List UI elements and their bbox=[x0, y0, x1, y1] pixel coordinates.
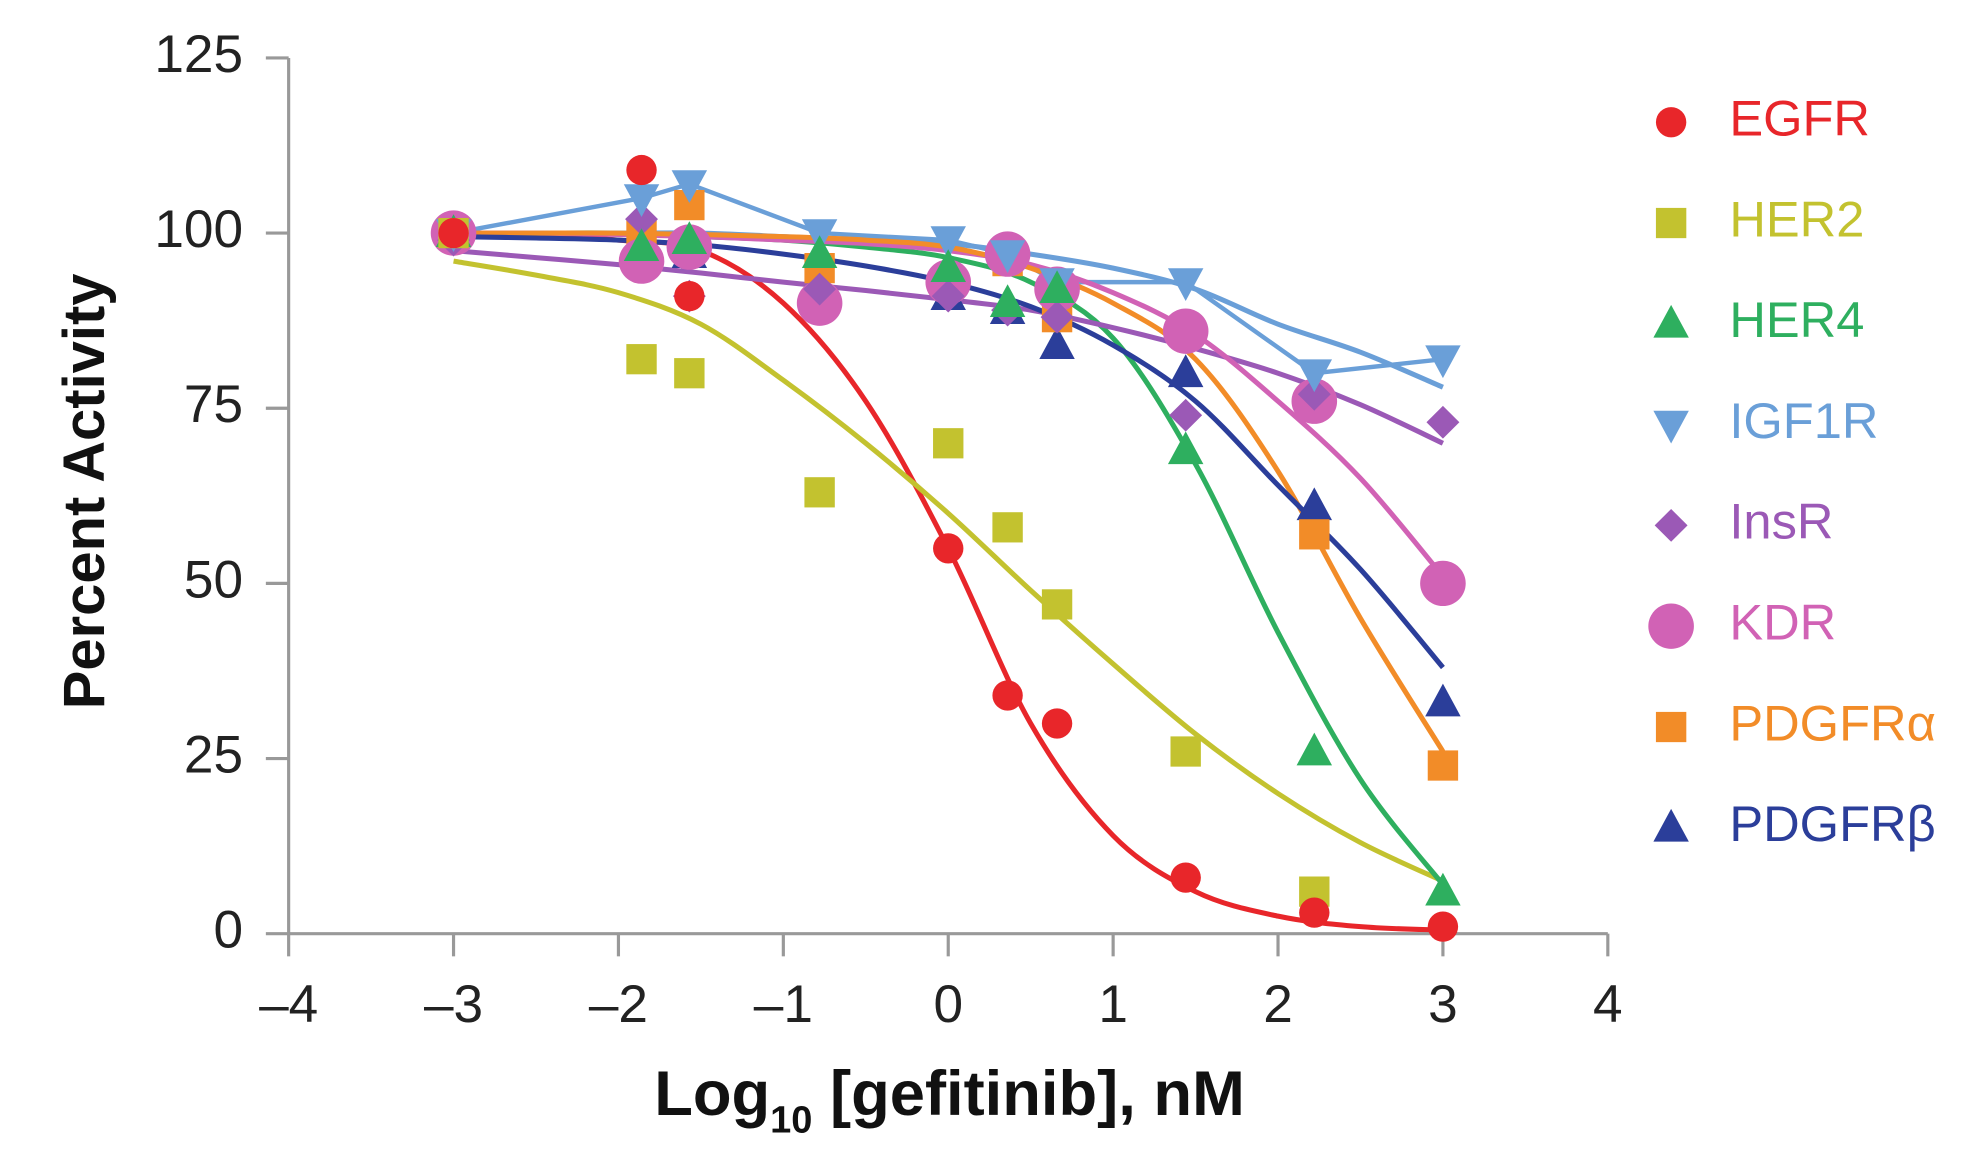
point bbox=[933, 533, 964, 564]
x-tick-label: –2 bbox=[589, 975, 648, 1034]
legend-marker bbox=[1655, 711, 1687, 743]
point bbox=[1425, 683, 1461, 717]
legend-label: IGF1R bbox=[1729, 392, 1878, 449]
point bbox=[1296, 487, 1333, 521]
y-tick-label: 0 bbox=[214, 901, 244, 960]
x-tick-label: –3 bbox=[424, 975, 483, 1034]
point bbox=[1299, 897, 1330, 928]
point bbox=[1427, 911, 1459, 942]
point bbox=[989, 240, 1026, 274]
point bbox=[803, 272, 837, 306]
point bbox=[1041, 589, 1073, 620]
point bbox=[674, 281, 705, 312]
point bbox=[1425, 345, 1461, 379]
point bbox=[1169, 398, 1203, 432]
point bbox=[989, 284, 1026, 318]
legend-label: HER4 bbox=[1729, 291, 1864, 348]
point bbox=[626, 344, 657, 375]
point bbox=[1170, 862, 1201, 893]
point bbox=[1040, 300, 1074, 334]
point bbox=[626, 154, 657, 186]
point bbox=[1170, 736, 1201, 767]
point bbox=[671, 170, 708, 203]
point bbox=[438, 217, 469, 249]
point bbox=[804, 477, 835, 508]
point bbox=[1039, 326, 1075, 360]
point bbox=[992, 680, 1023, 711]
legend-marker bbox=[1653, 304, 1689, 338]
x-tick-label: 1 bbox=[1098, 975, 1128, 1034]
x-tick-label: –4 bbox=[259, 975, 318, 1034]
x-axis-title-sub: 10 bbox=[770, 1100, 812, 1142]
point bbox=[930, 249, 966, 282]
point bbox=[1297, 377, 1331, 411]
legend-label: PDGFRβ bbox=[1729, 795, 1935, 852]
point bbox=[1162, 308, 1209, 354]
legend-label: HER2 bbox=[1729, 190, 1864, 247]
fit-curve bbox=[453, 230, 1444, 933]
point bbox=[623, 228, 660, 261]
point bbox=[1296, 732, 1333, 766]
legend-label: InsR bbox=[1729, 493, 1833, 550]
x-tick-label: 2 bbox=[1263, 975, 1293, 1034]
legend-label: KDR bbox=[1729, 594, 1836, 651]
point bbox=[801, 235, 838, 268]
x-axis-title: Log10 [gefitinib], nM bbox=[654, 1059, 1245, 1141]
point bbox=[625, 202, 658, 236]
point bbox=[1167, 268, 1204, 302]
point bbox=[930, 226, 966, 260]
x-axis-title-main: Log bbox=[654, 1059, 770, 1129]
legend-marker bbox=[1654, 509, 1688, 542]
point bbox=[992, 512, 1023, 543]
x-tick-label: 0 bbox=[933, 975, 963, 1034]
point bbox=[931, 279, 965, 313]
legend-marker bbox=[1655, 207, 1687, 239]
point bbox=[1296, 359, 1333, 393]
point bbox=[1425, 872, 1461, 906]
point bbox=[1420, 560, 1466, 607]
y-tick-label: 100 bbox=[154, 200, 243, 259]
fit-curve bbox=[453, 258, 1444, 884]
y-tick-label: 125 bbox=[154, 25, 243, 84]
legend-label: PDGFRα bbox=[1729, 694, 1936, 751]
point bbox=[1041, 708, 1073, 739]
y-tick-label: 25 bbox=[184, 726, 243, 785]
point bbox=[1167, 431, 1204, 465]
y-tick-label: 75 bbox=[184, 375, 243, 434]
y-tick-label: 50 bbox=[184, 550, 243, 609]
legend-label: EGFR bbox=[1729, 90, 1870, 147]
point bbox=[933, 428, 964, 459]
point bbox=[674, 358, 705, 389]
y-axis-title: Percent Activity bbox=[52, 273, 117, 709]
legend-marker bbox=[1648, 603, 1694, 649]
x-axis-title-rest: [gefitinib], nM bbox=[812, 1059, 1244, 1129]
point bbox=[671, 221, 708, 254]
point bbox=[1299, 519, 1330, 550]
plot-root: Percent Activity Log10 [gefitinib], nM 0… bbox=[52, 25, 1936, 1142]
legend-marker bbox=[1655, 107, 1687, 138]
point bbox=[1426, 405, 1460, 439]
legend-marker bbox=[1653, 410, 1689, 444]
point bbox=[1039, 270, 1075, 304]
x-tick-label: –1 bbox=[754, 975, 813, 1034]
point bbox=[623, 184, 660, 217]
x-tick-label: 4 bbox=[1593, 975, 1623, 1034]
x-tick-label: 3 bbox=[1428, 975, 1458, 1034]
point bbox=[1167, 354, 1204, 388]
point bbox=[1427, 750, 1459, 781]
legend-marker bbox=[1653, 808, 1689, 842]
